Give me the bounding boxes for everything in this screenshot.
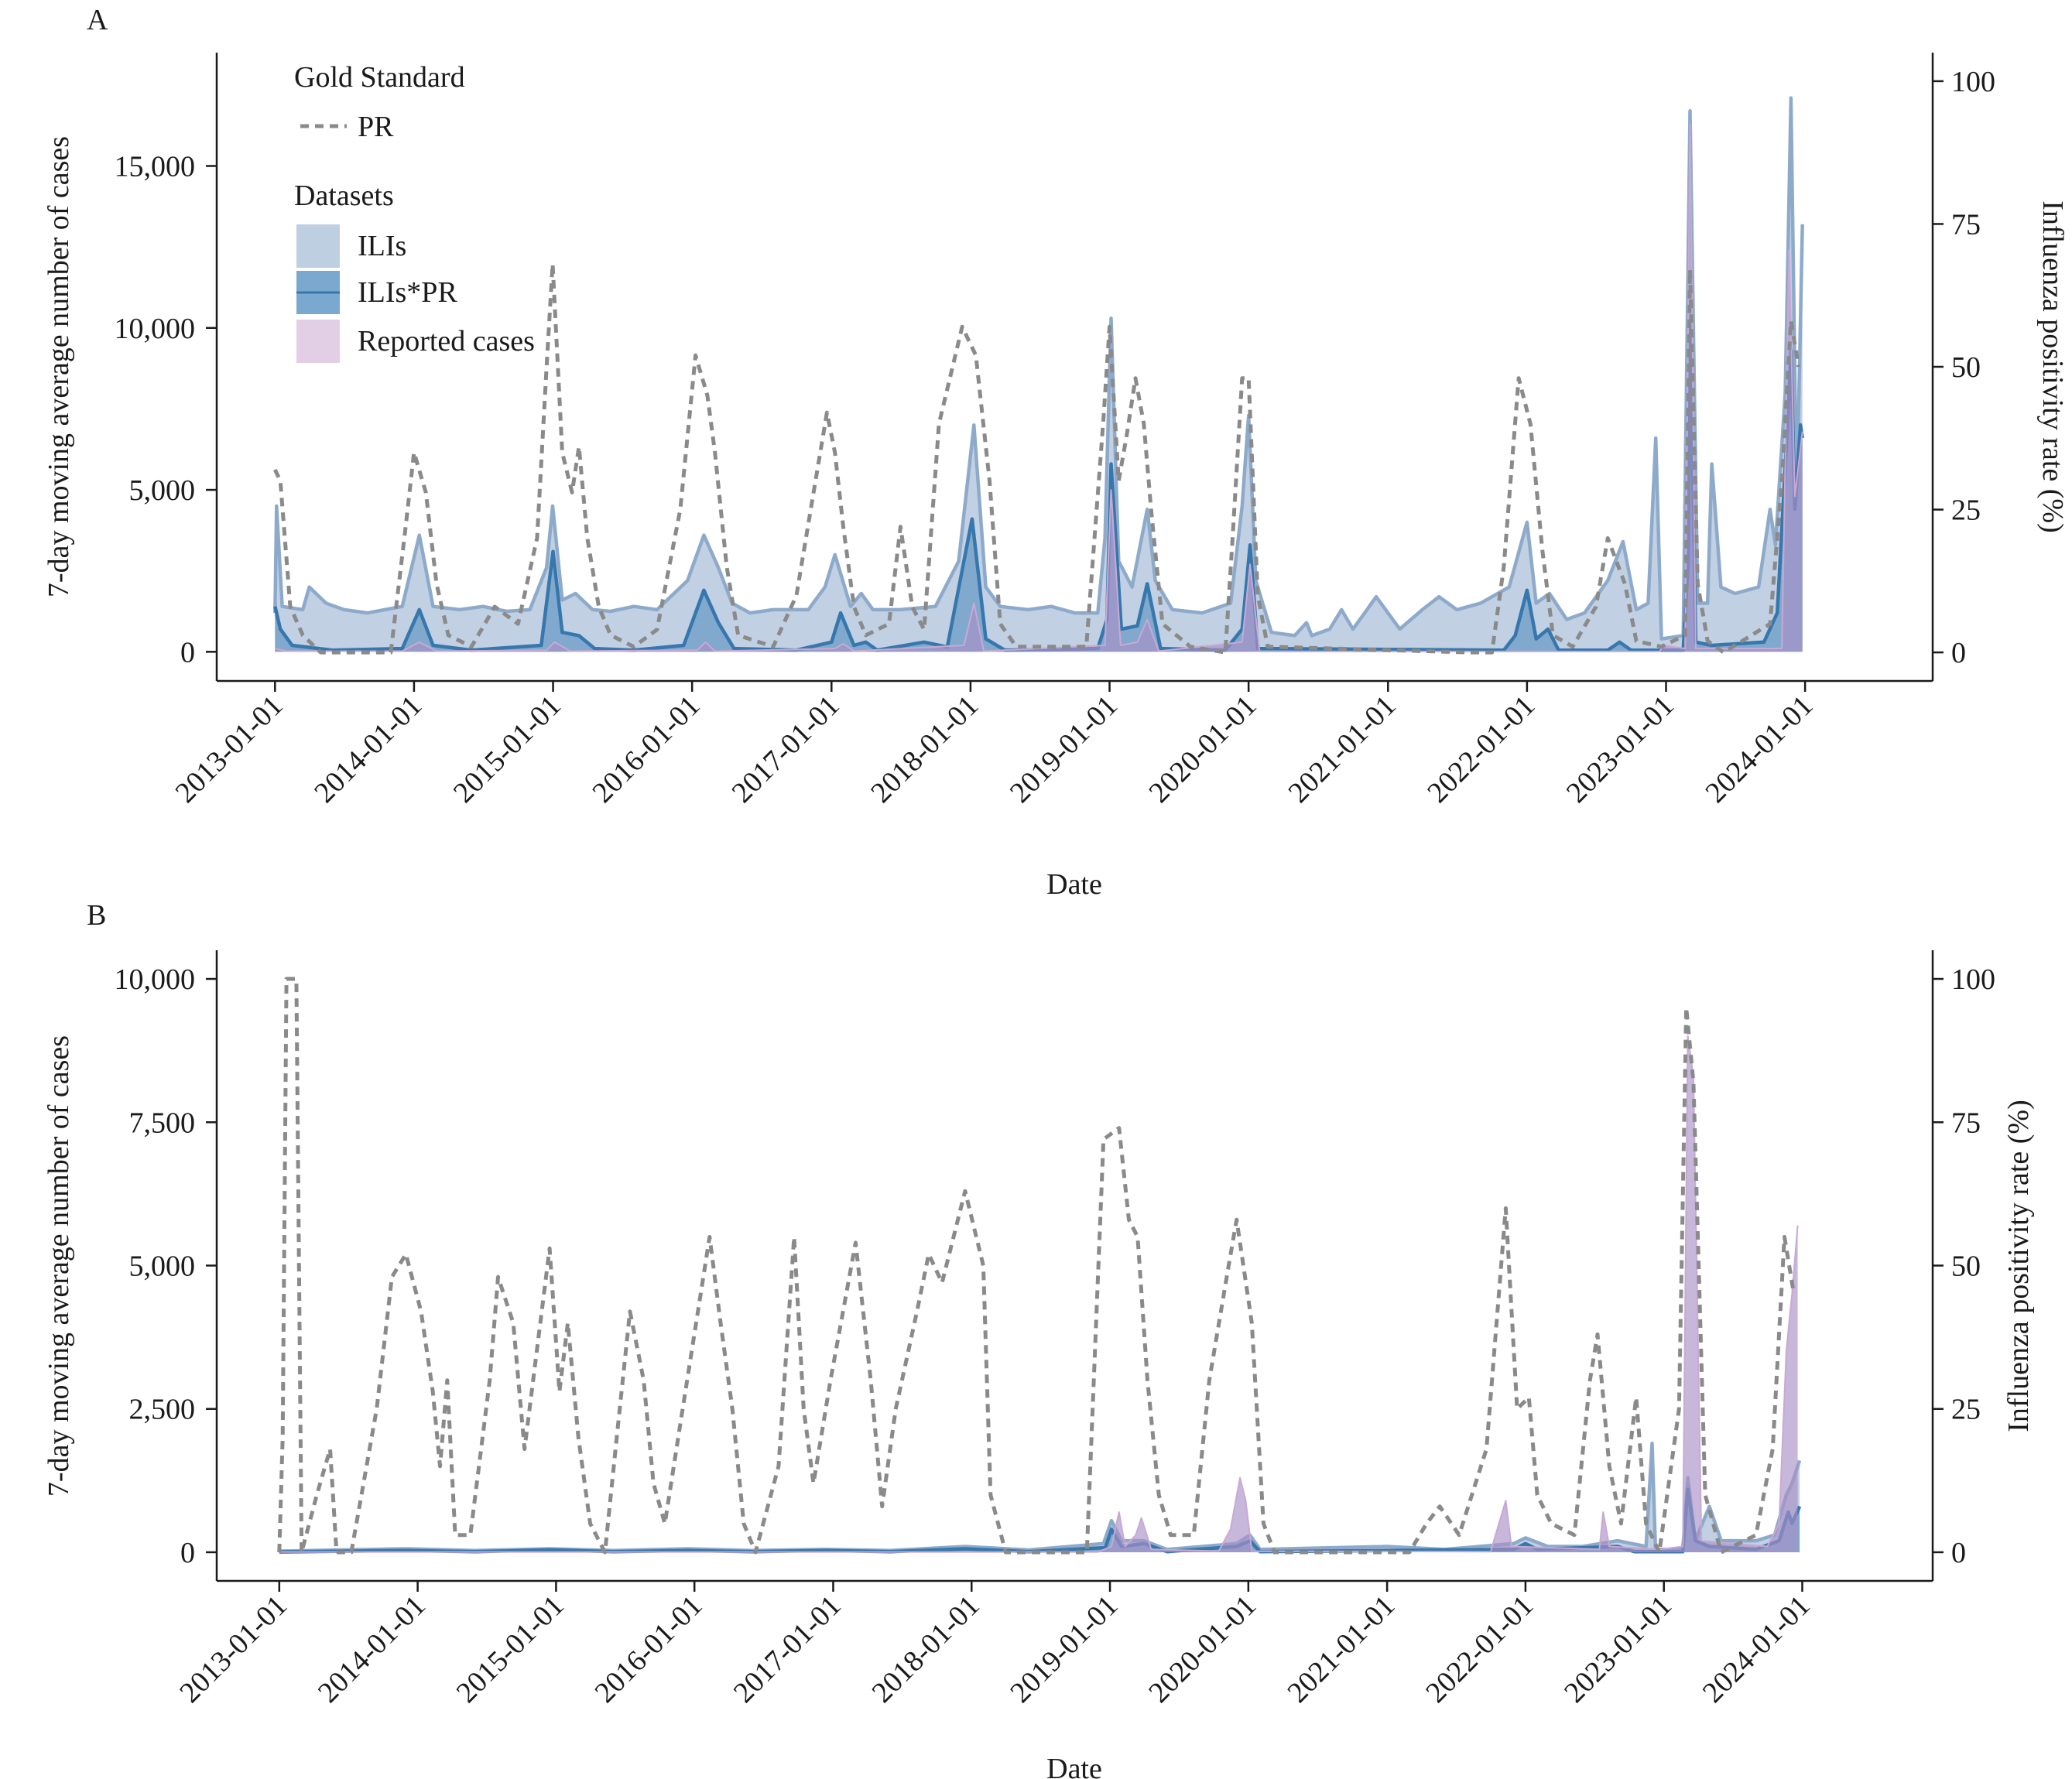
y2-tick-label: 25 <box>1951 494 1981 527</box>
y2-tick-label: 100 <box>1951 66 1995 98</box>
y-tick-label: 7,500 <box>129 1107 196 1139</box>
series-line-reported <box>279 1035 1799 1553</box>
panel-b-y-axis-title: 7-day moving average number of cases <box>43 1035 75 1497</box>
legend-ilispr-label: ILIs*PR <box>358 276 457 309</box>
panel-b-areas <box>279 1035 1802 1554</box>
panel-b-lines <box>277 977 1796 1555</box>
panel-a-plot-area <box>273 96 1804 655</box>
y2-tick-label: 50 <box>1951 1250 1981 1283</box>
y2-tick-label: 75 <box>1951 1107 1981 1139</box>
legend: Gold Standard PR Datasets ILIs ILIs*PR R… <box>294 61 535 363</box>
panel-a-y-ticks: 0 5,000 10,000 15,000 <box>115 150 217 669</box>
y-tick-label: 15,000 <box>115 150 196 183</box>
y2-tick-label: 100 <box>1951 963 1995 996</box>
y-tick-label: 5,000 <box>129 474 196 507</box>
y-tick-label: 5,000 <box>129 1250 196 1283</box>
panel-b-plot-area <box>277 977 1802 1555</box>
panel-b-y2-axis-title: Influenza positivity rate (%) <box>2002 1100 2035 1432</box>
legend-pr-label: PR <box>358 111 394 143</box>
panel-a-y2-axis-title: Influenza positivity rate (%) <box>2036 200 2069 532</box>
panel-b-y-ticks: 0 2,500 5,000 7,500 10,000 <box>115 963 217 1569</box>
y-tick-label: 10,000 <box>115 313 196 345</box>
y-tick-label: 2,500 <box>129 1394 196 1426</box>
legend-ilis-swatch <box>296 224 340 268</box>
panel-a-x-axis-title: Date <box>1046 868 1102 901</box>
legend-datasets-title: Datasets <box>294 180 394 212</box>
panel-a-lines <box>273 262 1801 655</box>
y-tick-label: 0 <box>180 636 195 669</box>
panel-a-y-axis-title: 7-day moving average number of cases <box>43 136 75 597</box>
panel-a-letter: A <box>87 4 108 36</box>
legend-reported-label: Reported cases <box>358 325 535 358</box>
panel-a-areas <box>273 96 1804 652</box>
panel-b-letter: B <box>87 899 106 932</box>
panel-b-y2-ticks: 0 25 50 75 100 <box>1933 963 1995 1569</box>
y-tick-label: 10,000 <box>115 963 196 996</box>
series-line-ilis <box>273 96 1804 641</box>
panel-b-x-axis-title: Date <box>1046 1753 1102 1779</box>
panel-a-y2-ticks: 0 25 50 75 100 <box>1933 66 1995 669</box>
legend-ilis-label: ILIs <box>358 230 406 262</box>
y2-tick-label: 0 <box>1951 1537 1966 1569</box>
y2-tick-label: 0 <box>1951 637 1966 669</box>
y2-tick-label: 25 <box>1951 1394 1981 1426</box>
y-tick-label: 0 <box>180 1537 195 1569</box>
legend-reported-swatch <box>296 320 340 363</box>
series-line-pr <box>273 262 1801 655</box>
legend-gold-title: Gold Standard <box>294 61 465 94</box>
y2-tick-label: 75 <box>1951 208 1981 241</box>
y2-tick-label: 50 <box>1951 351 1981 384</box>
series-line-pr <box>277 977 1796 1555</box>
